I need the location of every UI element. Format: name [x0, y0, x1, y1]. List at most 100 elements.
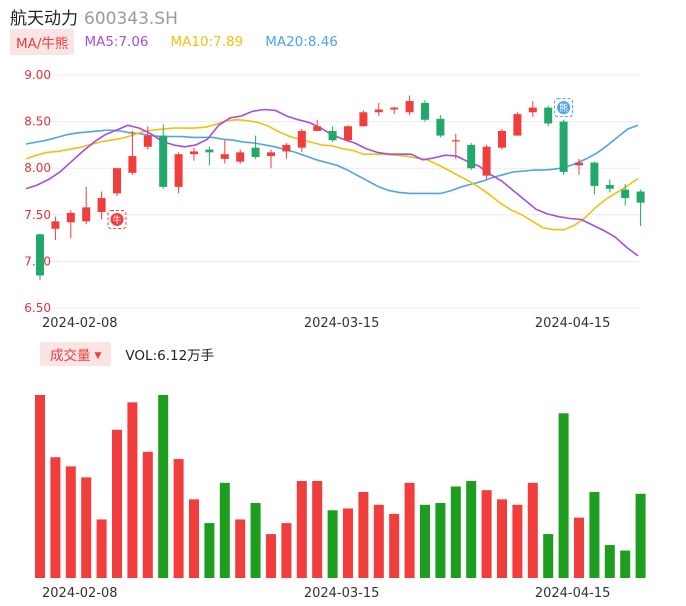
candle-body — [575, 162, 583, 166]
candle-body — [467, 144, 476, 169]
price-tick-label: 9.00 — [24, 68, 51, 82]
volume-bar — [497, 499, 507, 578]
volume-bar — [50, 457, 61, 578]
candle-body — [97, 198, 106, 213]
candle-body — [451, 140, 460, 142]
date-tick-label: 2024-04-15 — [535, 316, 611, 331]
bull-marker-label: 牛 — [112, 214, 121, 226]
ma-legend: MA/牛熊 MA5:7.06 MA10:7.89 MA20:8.46 — [10, 29, 338, 55]
candle-body — [251, 147, 260, 158]
ma20-label: MA20:8.46 — [265, 34, 338, 50]
volume-bar — [219, 482, 230, 578]
bull-marker-frame — [107, 209, 127, 229]
bull-marker-badge — [110, 212, 124, 226]
candle-body — [421, 102, 429, 120]
volume-bar — [296, 481, 307, 578]
volume-bar — [604, 545, 615, 578]
candle-body — [528, 107, 537, 113]
caret-down-icon: ▼ — [94, 351, 102, 361]
price-tick-label: 8.50 — [24, 115, 51, 129]
volume-bar — [358, 491, 369, 578]
candle-body — [82, 207, 91, 222]
volume-bar — [173, 459, 184, 578]
price-tick-label: 8.00 — [24, 161, 51, 175]
volume-bar — [404, 482, 415, 578]
date-tick-label: 2024-03-15 — [304, 316, 380, 331]
volume-bar — [142, 451, 153, 578]
candle-body — [143, 135, 152, 147]
volume-bar — [35, 395, 45, 578]
candle-body — [113, 168, 121, 194]
volume-bar — [312, 481, 323, 578]
ma10-label: MA10:7.89 — [170, 34, 244, 50]
ma-bull-bear-toggle[interactable]: MA/牛熊 — [10, 29, 75, 55]
candle-body — [513, 114, 522, 136]
date-tick-label: 2024-02-08 — [42, 316, 118, 331]
volume-date-tick-label: 2024-03-15 — [304, 586, 380, 601]
candle-body — [344, 126, 352, 141]
volume-bar — [281, 523, 292, 578]
candle-body — [297, 130, 306, 148]
volume-bar — [343, 508, 353, 578]
candle-body — [328, 130, 337, 141]
candle-body — [605, 184, 614, 189]
candle-body — [159, 135, 168, 187]
candle-body — [220, 154, 229, 159]
volume-indicator-dropdown[interactable]: 成交量 ▼ — [40, 342, 112, 366]
candle-body — [559, 121, 568, 172]
volume-bar — [158, 395, 169, 578]
candle-body — [621, 189, 630, 199]
candle-body — [313, 126, 322, 131]
candle-body — [128, 156, 137, 173]
candle-body — [498, 130, 506, 148]
volume-legend: 成交量 ▼ VOL:6.12万手 — [40, 342, 214, 366]
candle-body — [482, 146, 491, 176]
volume-bar — [481, 490, 492, 578]
candle-body — [636, 191, 645, 203]
volume-bar — [65, 466, 76, 578]
volume-bar — [127, 402, 138, 578]
candle-body — [36, 234, 44, 276]
volume-bar — [466, 481, 477, 578]
volume-date-tick-label: 2024-04-15 — [535, 586, 611, 601]
ma20-line — [25, 124, 639, 195]
volume-bar — [389, 513, 400, 578]
volume-bar — [620, 550, 631, 578]
volume-bar — [589, 491, 600, 578]
volume-bar — [435, 502, 446, 578]
volume-bar — [543, 534, 554, 578]
volume-bar — [204, 523, 215, 578]
volume-bar — [420, 504, 430, 578]
candle-body — [544, 107, 553, 124]
candle-body — [359, 112, 368, 127]
candle-body — [66, 212, 75, 223]
volume-bar — [635, 493, 646, 578]
volume-bar — [574, 517, 584, 578]
candle-body — [405, 101, 414, 113]
candle-body — [205, 149, 214, 153]
volume-value: VOL:6.12万手 — [125, 348, 215, 364]
price-tick-label: 6.50 — [24, 301, 51, 315]
bear-marker-badge — [557, 101, 571, 115]
candle-body — [590, 162, 599, 186]
ma5-label: MA5:7.06 — [84, 34, 149, 50]
volume-date-tick-label: 2024-02-08 — [42, 586, 118, 601]
volume-bar — [558, 413, 569, 578]
candle-body — [174, 154, 183, 187]
candle-body — [236, 152, 245, 162]
candle-body — [51, 221, 60, 229]
candle-body — [390, 107, 399, 110]
stock-title: 航天动力 600343.SH — [10, 4, 178, 29]
ma10-line — [25, 118, 639, 231]
candle-body — [282, 144, 291, 152]
candle-body — [190, 151, 198, 155]
volume-bar — [96, 519, 107, 578]
volume-bar — [373, 504, 384, 578]
bear-marker-label: 熊 — [559, 102, 568, 114]
volume-bar — [112, 429, 122, 578]
bear-marker-frame — [554, 98, 574, 118]
volume-indicator-label: 成交量 — [50, 348, 91, 364]
volume-bar — [512, 504, 523, 578]
volume-bar — [527, 482, 538, 578]
